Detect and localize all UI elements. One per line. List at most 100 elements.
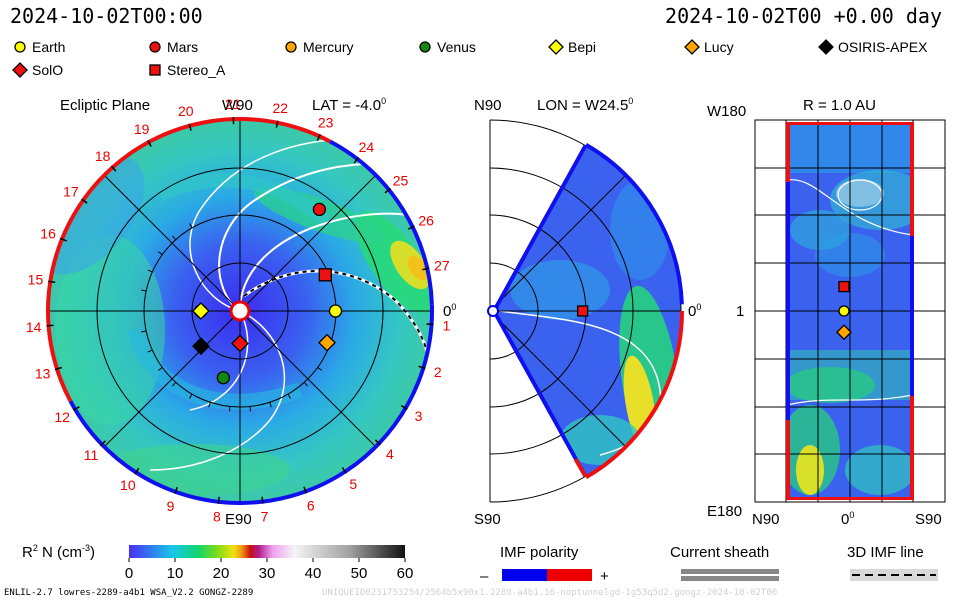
wedge-edge-south <box>492 310 588 478</box>
imf-polarity-negative-swatch <box>502 569 547 581</box>
carrington-tick-label: 27 <box>434 257 450 273</box>
orbit-tick <box>317 367 323 371</box>
carrington-tick-label: 13 <box>35 366 51 382</box>
marker-lucy <box>836 324 852 341</box>
carrington-tick-label: 16 <box>40 225 56 241</box>
carrington-tick <box>46 324 54 327</box>
carrington-tick-label: 3 <box>415 408 423 424</box>
legend-symbol <box>149 41 161 53</box>
ecliptic-bottom-label: E90 <box>225 511 252 528</box>
current-sheath-legend: Current sheath <box>670 544 779 581</box>
carrington-tick-label: 8 <box>213 509 221 525</box>
orbit-tick <box>172 382 177 387</box>
wedge-arc <box>635 310 684 436</box>
colorbar-label: R2 N (cm-3) <box>22 543 95 561</box>
carrington-tick <box>407 225 415 230</box>
ecliptic-polarity-rim <box>46 117 434 505</box>
colorbar: R2 N (cm-3) 0 10 20 30 40 50 60 <box>22 543 413 582</box>
carrington-tick <box>72 406 80 411</box>
footer-run-info: ENLIL-2.7 lowres-2289-a4b1 WSA_V2.2 GONG… <box>4 588 254 598</box>
colorbar-tick-label: 20 <box>213 565 230 582</box>
carrington-tick <box>303 486 308 494</box>
carrington-tick <box>418 365 426 370</box>
carrington-tick-label: 21 <box>225 96 241 112</box>
carrington-tick <box>217 496 220 504</box>
carrington-tick <box>134 467 140 475</box>
ecliptic-right-label: 00 <box>443 302 456 320</box>
orbit-tick-marks <box>139 223 323 412</box>
wedge-arc <box>584 433 639 480</box>
meridional-bottom-label: S90 <box>474 511 501 528</box>
marker-mercury <box>285 41 297 53</box>
polarity-arc-negative <box>68 304 434 505</box>
marker-mars <box>149 41 161 53</box>
meridional-panel: N90 LON = W24.50 S90 00 <box>474 96 701 528</box>
meridional-top-label: N90 <box>474 97 502 114</box>
sun <box>229 300 251 322</box>
wedge-edge-north <box>492 144 588 312</box>
legend-item-solo: SolO <box>12 62 63 78</box>
legend-label: Earth <box>32 39 66 55</box>
legend-label: Stereo_A <box>167 62 226 78</box>
carrington-tick-label: 26 <box>418 212 434 228</box>
colorbar-tick-label: 60 <box>397 565 414 582</box>
legend-symbol <box>684 39 700 55</box>
marker-lucy <box>684 39 700 55</box>
orbit-tick <box>157 367 163 371</box>
legend-symbol <box>419 41 431 53</box>
legend-symbol <box>14 41 26 53</box>
imf-polarity-positive-swatch <box>547 569 592 581</box>
carrington-tick <box>99 440 106 447</box>
imf-polarity-title: IMF polarity <box>500 544 579 561</box>
meridional-title: LON = W24.50 <box>537 96 633 114</box>
orbit-tick <box>157 251 163 255</box>
legend-symbol <box>12 62 28 78</box>
meridional-bodies <box>576 305 589 317</box>
marker-solo <box>231 334 249 353</box>
carrington-tick-label: 24 <box>359 139 375 155</box>
carrington-tick-label: 5 <box>349 476 357 492</box>
carrington-tick <box>59 237 67 242</box>
colorbar-tick-label: 0 <box>125 565 133 582</box>
marker-solo <box>12 62 28 78</box>
meridional-right-label: 00 <box>688 302 701 320</box>
legend-item-osiris-apex: OSIRIS-APEX <box>818 39 927 55</box>
marker-stereo-a <box>576 305 589 317</box>
sphere-map-title: R = 1.0 AU <box>803 97 876 114</box>
carrington-tick <box>81 198 88 204</box>
marker-stereo-a <box>838 280 850 293</box>
carrington-tick-label: 10 <box>120 477 136 493</box>
ecliptic-top-label: W90 <box>222 97 253 114</box>
colorbar-gradient <box>129 545 405 558</box>
colorbar-tick-label: 40 <box>305 565 322 582</box>
sphere-map-panel: R = 1.0 AU W180 E180 1 N90 00 S90 <box>707 97 946 528</box>
sphere-map-grid <box>754 119 946 503</box>
legend-item-earth: Earth <box>12 39 65 55</box>
orbit-tick <box>189 223 193 229</box>
meridional-polarity-rim <box>492 142 684 480</box>
carrington-tick <box>374 439 381 446</box>
legend-item-bepi: Bepi <box>548 39 596 55</box>
carrington-tick <box>174 486 178 494</box>
sphere-map-bottom-label: E180 <box>707 503 742 520</box>
current-sheath-title: Current sheath <box>670 544 769 561</box>
carrington-tick-label: 23 <box>318 115 334 131</box>
orbit-tick <box>208 402 211 408</box>
legend-item-mars: Mars <box>147 39 198 55</box>
orbit-tick <box>228 406 231 412</box>
colorbar-tick-label: 10 <box>167 565 184 582</box>
sphere-map-bodies <box>836 280 852 341</box>
carrington-tick-label: 6 <box>307 498 315 514</box>
marker-earth <box>328 304 343 318</box>
legend-label: Mercury <box>303 39 354 55</box>
imf-line-legend: 3D IMF line <box>847 544 938 581</box>
wedge-edge-south-red <box>573 458 588 478</box>
carrington-tick-label: 11 <box>84 447 99 463</box>
sphere-map-polarity-left <box>786 122 790 499</box>
carrington-tick-label: 2 <box>434 364 442 380</box>
legend-item-lucy: Lucy <box>684 39 734 55</box>
carrington-tick <box>400 404 408 410</box>
carrington-tick <box>422 267 430 271</box>
